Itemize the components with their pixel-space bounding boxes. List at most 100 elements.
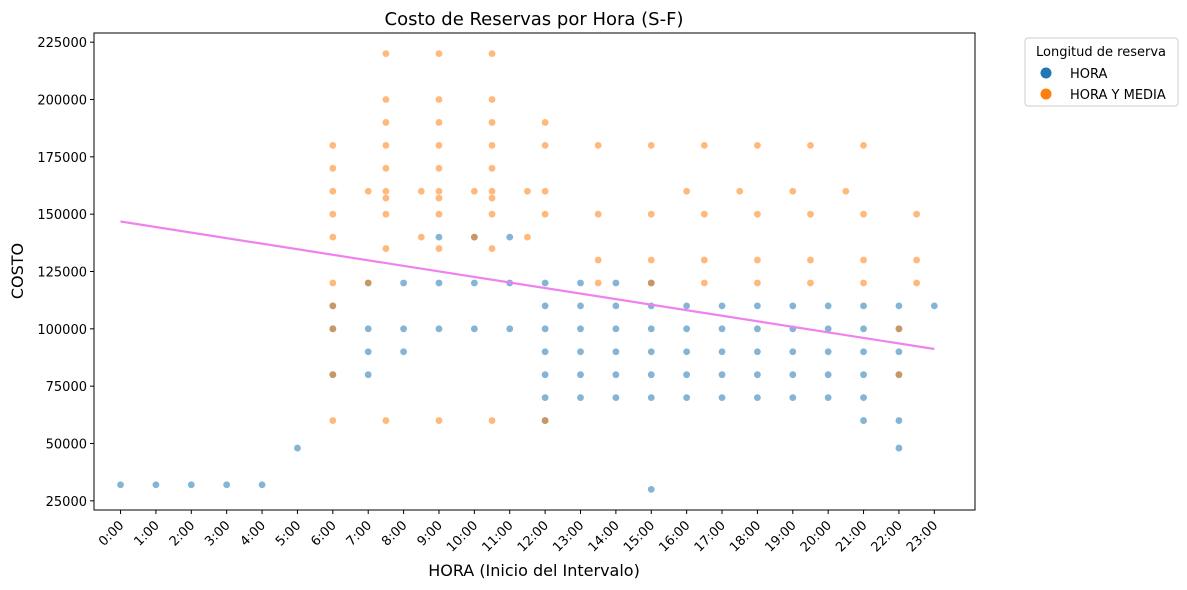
point-hora-y-media-37 <box>488 245 496 252</box>
x-tick-label-5: 5:00 <box>273 518 304 549</box>
x-tick-label-22: 22:00 <box>869 518 906 555</box>
point-hora-y-media-78 <box>860 256 867 264</box>
point-hora-y-media-12 <box>382 417 390 424</box>
point-hora-87 <box>895 302 903 310</box>
point-hora-y-media-11 <box>364 187 372 195</box>
point-hora-y-media-60 <box>647 141 655 149</box>
point-hora-y-media-65 <box>700 141 708 149</box>
point-hora-y-media-0 <box>329 417 337 424</box>
point-hora-y-media-79 <box>860 210 867 218</box>
point-hora-56 <box>718 394 726 402</box>
point-hora-y-media-6 <box>329 210 337 218</box>
point-hora-y-media-40 <box>488 187 496 195</box>
point-hora-y-media-8 <box>329 164 337 172</box>
point-hora-y-media-17 <box>382 164 390 172</box>
point-hora-32 <box>577 394 584 402</box>
point-hora-62 <box>754 371 761 379</box>
point-hora-70 <box>789 302 797 310</box>
point-hora-4 <box>258 481 266 489</box>
point-hora-30 <box>541 302 549 310</box>
x-tick-label-2: 2:00 <box>167 518 198 549</box>
x-tick-label-6: 6:00 <box>308 518 339 549</box>
trendline <box>120 220 935 351</box>
point-hora-y-media-34 <box>470 233 478 241</box>
point-hora-17 <box>435 279 443 287</box>
x-tick-label-10: 10:00 <box>444 518 481 555</box>
point-hora-88 <box>930 302 938 310</box>
point-hora-9 <box>364 371 372 379</box>
point-hora-y-media-10 <box>364 279 372 287</box>
point-hora-y-media-43 <box>488 119 496 126</box>
y-tick-label-6: 175000 <box>37 151 87 166</box>
point-hora-35 <box>577 325 584 333</box>
point-hora-11 <box>364 325 372 333</box>
point-hora-27 <box>541 371 549 379</box>
point-hora-y-media-42 <box>488 141 496 149</box>
x-tick-label-3: 3:00 <box>202 518 233 549</box>
point-hora-y-media-82 <box>895 325 903 333</box>
point-hora-31 <box>541 279 549 287</box>
point-hora-y-media-58 <box>647 256 655 264</box>
x-tick-label-20: 20:00 <box>798 518 835 555</box>
point-hora-73 <box>824 348 832 356</box>
point-hora-44 <box>647 485 655 493</box>
point-hora-y-media-69 <box>754 210 761 218</box>
point-hora-33 <box>577 371 584 379</box>
point-hora-y-media-20 <box>382 96 390 103</box>
point-hora-y-media-33 <box>435 50 443 58</box>
point-hora-2 <box>187 481 195 489</box>
point-hora-y-media-9 <box>329 141 337 149</box>
x-axis: 0:00 1:00 2:00 3:00 4:00 5:00 6:00 7:00 8:00 9:00… <box>96 510 941 555</box>
point-hora-y-media-46 <box>524 233 531 241</box>
point-hora-28 <box>541 348 549 356</box>
point-hora-54 <box>683 325 691 333</box>
y-tick-label-5: 150000 <box>37 208 87 223</box>
y-axis-title: COSTO <box>8 243 27 299</box>
point-hora-24 <box>506 233 514 241</box>
point-hora-13 <box>400 348 407 356</box>
point-hora-48 <box>647 325 655 333</box>
x-tick-label-23: 23:00 <box>904 518 941 555</box>
point-hora-y-media-27 <box>435 194 443 202</box>
x-tick-label-4: 4:00 <box>238 518 269 549</box>
point-hora-y-media-32 <box>435 96 443 103</box>
point-hora-y-media-23 <box>417 187 425 195</box>
point-hora-y-media-15 <box>382 194 390 202</box>
point-hora-y-media-4 <box>329 279 337 287</box>
point-hora-34 <box>577 348 584 356</box>
point-hora-64 <box>754 325 761 333</box>
point-hora-1 <box>152 481 160 489</box>
point-hora-y-media-16 <box>382 187 390 195</box>
x-tick-label-0: 0:00 <box>96 518 127 549</box>
point-hora-y-media-53 <box>594 279 602 287</box>
legend-box <box>1024 37 1179 107</box>
point-hora-y-media-29 <box>435 164 443 172</box>
x-tick-label-19: 19:00 <box>763 518 800 555</box>
point-hora-y-media-49 <box>541 210 549 218</box>
point-hora-y-media-19 <box>382 119 390 126</box>
point-hora-40 <box>612 348 620 356</box>
point-hora-43 <box>612 279 620 287</box>
point-hora-y-media-7 <box>329 187 337 195</box>
point-hora-y-media-75 <box>807 141 814 149</box>
point-hora-y-media-76 <box>842 187 850 195</box>
point-hora-y-media-26 <box>435 210 443 218</box>
point-hora-y-media-56 <box>594 141 602 149</box>
y-tick-label-1: 50000 <box>46 437 87 452</box>
x-tick-label-11: 11:00 <box>479 518 516 555</box>
point-hora-y-media-70 <box>754 141 761 149</box>
point-hora-y-media-48 <box>541 417 549 424</box>
point-hora-71 <box>824 394 832 402</box>
point-hora-y-media-77 <box>860 279 867 287</box>
point-hora-y-media-52 <box>541 119 549 126</box>
point-hora-y-media-21 <box>382 50 390 58</box>
data-points <box>117 50 938 493</box>
point-hora-y-media-63 <box>700 256 708 264</box>
point-hora-y-media-55 <box>594 210 602 218</box>
point-hora-82 <box>895 444 903 452</box>
point-hora-y-media-72 <box>807 279 814 287</box>
y-tick-label-2: 75000 <box>46 380 87 395</box>
point-hora-14 <box>400 325 407 333</box>
point-hora-74 <box>824 325 832 333</box>
point-hora-y-media-83 <box>913 279 921 287</box>
